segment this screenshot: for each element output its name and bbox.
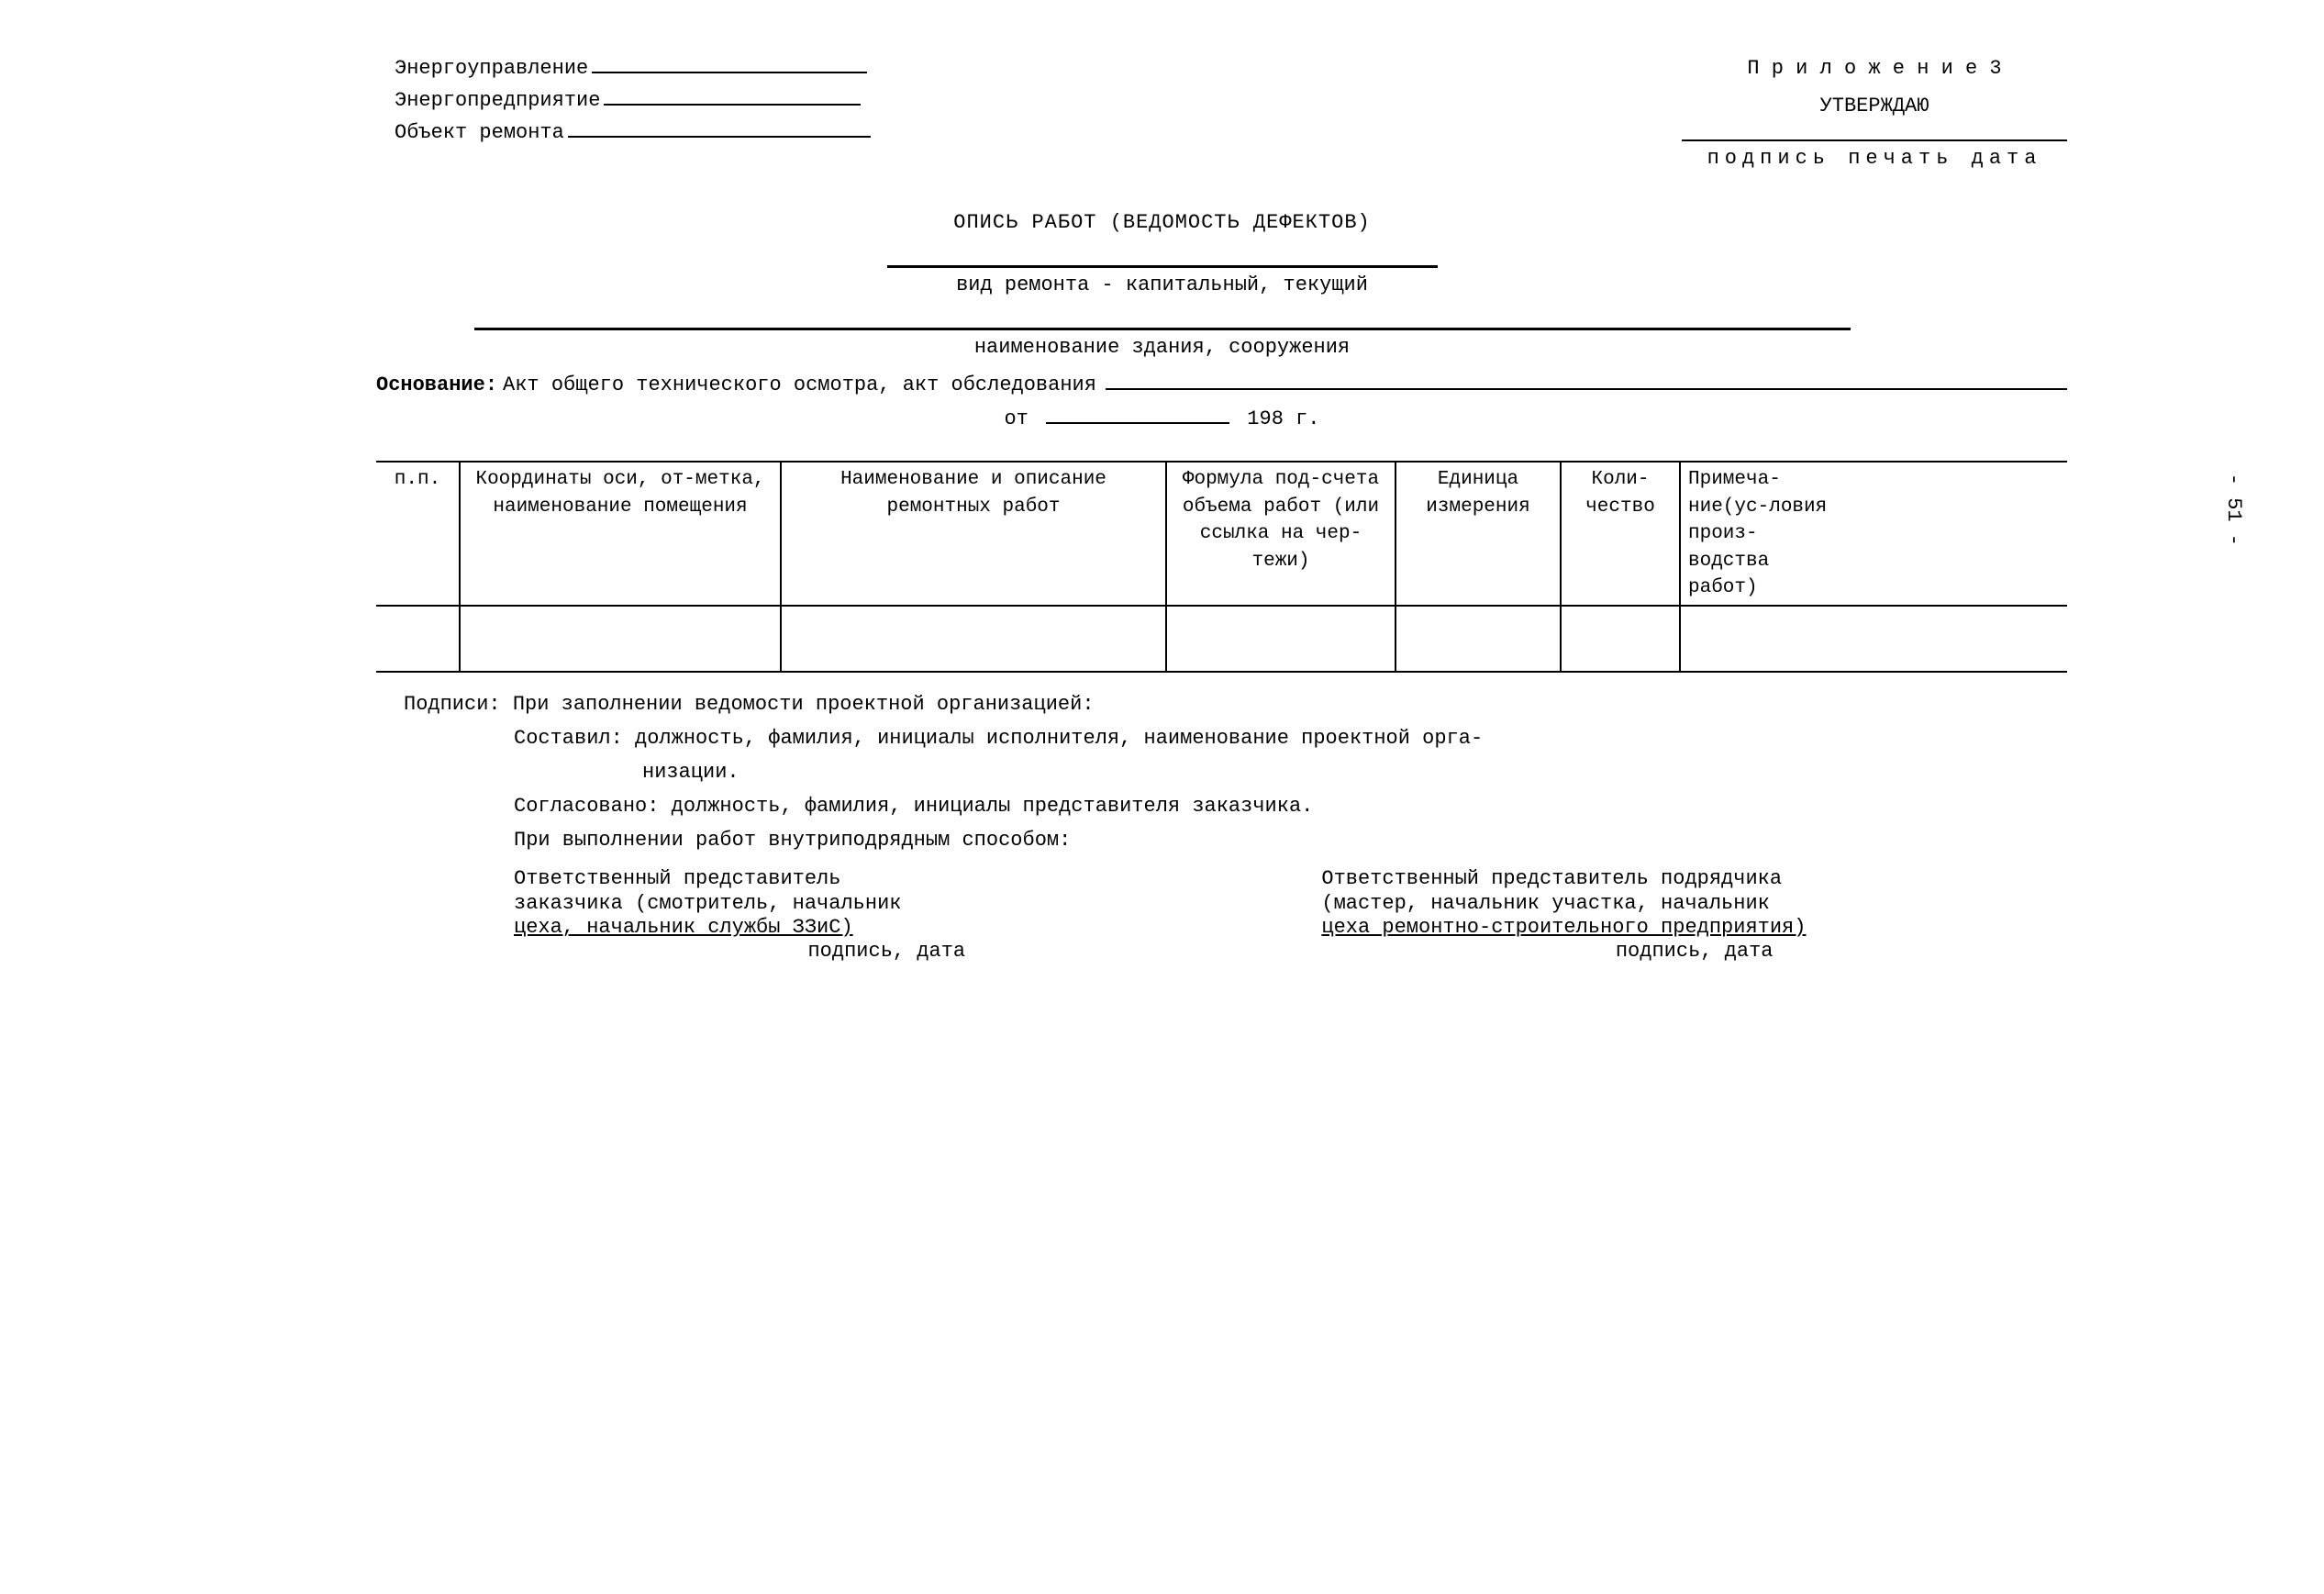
approve-label: УТВЕРЖДАЮ	[1682, 93, 2067, 121]
sig-right-l3: цеха ремонтно-строительного предприятия)	[1321, 916, 2067, 940]
field-object: Объект ремонта	[395, 119, 871, 148]
approve-sub: подпись печать дата	[1682, 145, 2067, 173]
appendix-block: П р и л о ж е н и е 3 УТВЕРЖДАЮ подпись …	[1682, 55, 2067, 173]
table-row	[376, 607, 2067, 671]
building-name-line	[474, 328, 1851, 330]
field1-label: Энергоуправление	[395, 55, 588, 84]
sig-left-l1: Ответственный представитель	[514, 867, 1260, 891]
left-org-fields: Энергоуправление Энергопредприятие Объек…	[395, 55, 871, 150]
basis-row: Основание: Акт общего технического осмот…	[376, 372, 2251, 400]
cell-blank	[1395, 607, 1560, 671]
col-quantity: Коли-чество	[1560, 463, 1679, 605]
cell-blank	[376, 607, 459, 671]
field-energopredpriyatie: Энергопредприятие	[395, 87, 871, 116]
sig-line1: Составил: должность, фамилия, инициалы и…	[404, 725, 2067, 753]
col-description: Наименование и описание ремонтных работ	[780, 463, 1165, 605]
approve-signature-line	[1682, 139, 2067, 141]
title-block: ОПИСЬ РАБОТ (ВЕДОМОСТЬ ДЕФЕКТОВ) вид рем…	[73, 209, 2251, 362]
cell-blank	[1165, 607, 1395, 671]
col-formula: Формула под-счета объема работ (или ссыл…	[1165, 463, 1395, 605]
field1-blank	[592, 57, 867, 73]
sig-customer: Ответственный представитель заказчика (с…	[514, 867, 1260, 964]
basis-label: Основание:	[376, 372, 497, 400]
date-row: от 198 г.	[73, 406, 2251, 434]
document-header: Энергоуправление Энергопредприятие Объек…	[395, 55, 2067, 173]
col-coordinates: Координаты оси, от-метка, наименование п…	[459, 463, 780, 605]
sig-left-l2: заказчика (смотритель, начальник	[514, 892, 1260, 916]
col-unit: Единица измерения	[1395, 463, 1560, 605]
cell-blank	[1679, 607, 1844, 671]
sig-two-column: Ответственный представитель заказчика (с…	[404, 867, 2067, 964]
basis-text: Акт общего технического осмотра, акт обс…	[503, 372, 1096, 400]
sig-right-sign: подпись, дата	[1321, 940, 2067, 964]
date-blank	[1046, 407, 1229, 424]
sig-line3: При выполнении работ внутриподрядным спо…	[404, 827, 2067, 855]
cell-blank	[459, 607, 780, 671]
col-note: Примеча-ние(ус-ловия произ-водства работ…	[1679, 463, 1844, 605]
field3-blank	[568, 121, 871, 138]
sig-line1b: низации.	[404, 759, 2067, 787]
signatures-block: Подписи: При заполнении ведомости проект…	[404, 691, 2067, 964]
sig-right-l2: (мастер, начальник участка, начальник	[1321, 892, 2067, 916]
field2-blank	[604, 89, 861, 106]
sig-line2: Согласовано: должность, фамилия, инициал…	[404, 793, 2067, 821]
repair-type-line	[887, 265, 1438, 268]
table-header-row: п.п. Координаты оси, от-метка, наименова…	[376, 463, 2067, 607]
sig-contractor: Ответственный представитель подрядчика (…	[1321, 867, 2067, 964]
field3-label: Объект ремонта	[395, 119, 564, 148]
building-name-caption: наименование здания, сооружения	[73, 334, 2251, 362]
defects-table: п.п. Координаты оси, от-метка, наименова…	[376, 461, 2067, 673]
document-title: ОПИСЬ РАБОТ (ВЕДОМОСТЬ ДЕФЕКТОВ)	[73, 209, 2251, 238]
date-prefix: от	[1004, 407, 1028, 430]
cell-blank	[1560, 607, 1679, 671]
field-energoupravlenie: Энергоуправление	[395, 55, 871, 84]
col-number: п.п.	[376, 463, 459, 605]
repair-type-caption: вид ремонта - капитальный, текущий	[73, 272, 2251, 300]
sig-right-l1: Ответственный представитель подрядчика	[1321, 867, 2067, 891]
page-number-side: - 51 -	[2218, 474, 2247, 546]
sig-left-l3: цеха, начальник службы ЗЗиС)	[514, 916, 1260, 940]
date-suffix: 198 г.	[1247, 407, 1319, 430]
appendix-label: П р и л о ж е н и е 3	[1682, 55, 2067, 84]
sig-left-sign: подпись, дата	[514, 940, 1260, 964]
sig-intro: Подписи: При заполнении ведомости проект…	[404, 691, 2067, 719]
basis-blank	[1106, 373, 2067, 390]
field2-label: Энергопредприятие	[395, 87, 600, 116]
cell-blank	[780, 607, 1165, 671]
